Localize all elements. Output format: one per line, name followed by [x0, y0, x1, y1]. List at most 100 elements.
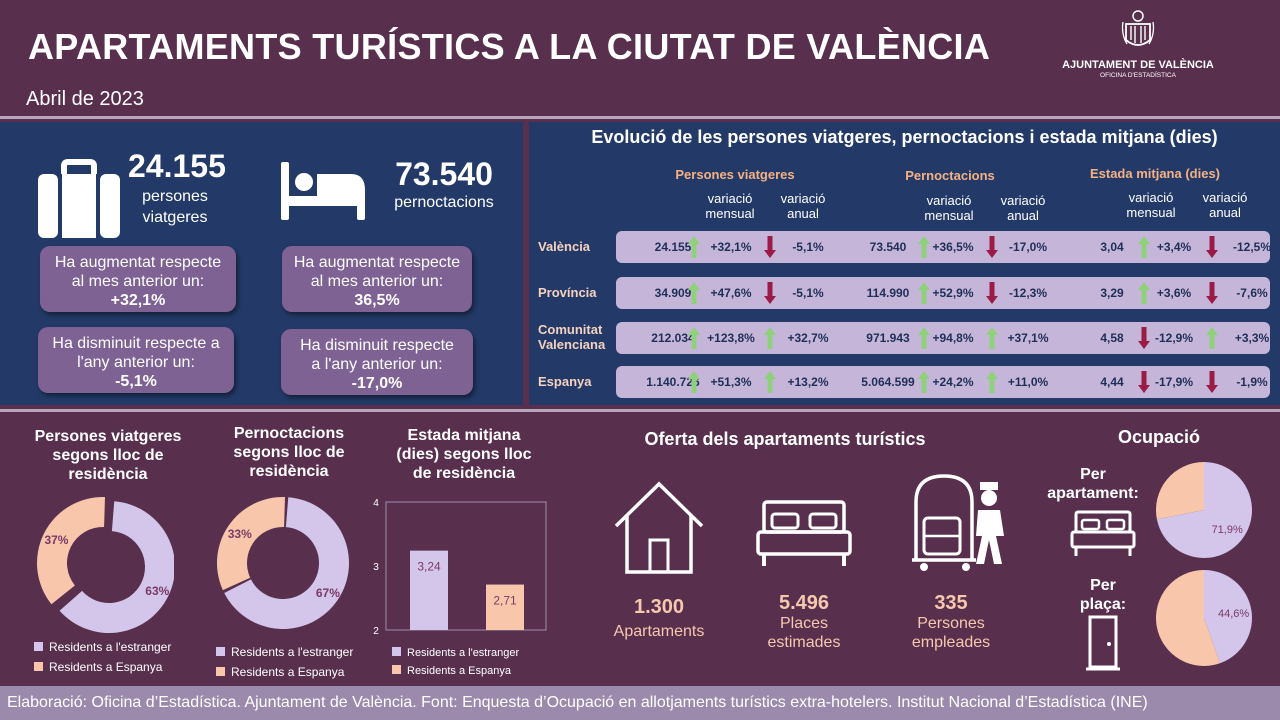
coat-of-arms-icon — [1121, 10, 1155, 46]
up-arrow-icon — [764, 371, 776, 393]
up-arrow-icon — [688, 327, 700, 349]
city-logo: AJUNTAMENT DE VALÈNCIA OFICINA D'ESTADÍS… — [1058, 10, 1218, 79]
apartments-value: 1.300 — [633, 596, 685, 618]
subheader-monthly: variació mensual — [695, 191, 765, 221]
row-label: Província — [538, 285, 597, 300]
pill-line: Ha disminuit respecte — [300, 337, 454, 354]
chart-title-stay: Estada mitjana (dies) segons lloc de res… — [376, 426, 552, 483]
places-label-line: estimades — [767, 634, 841, 651]
chart-title-line: residència — [68, 466, 148, 483]
up-arrow-icon — [918, 282, 930, 304]
subheader-annual: variació anual — [1194, 190, 1256, 220]
value-cell: 3,29 — [1100, 286, 1124, 300]
employees-label-line: Persones — [917, 615, 985, 632]
occupancy-place-pie: 44,6% — [1156, 570, 1252, 666]
bellhop-icon — [912, 474, 1004, 571]
up-arrow-icon — [918, 236, 930, 258]
evolution-panel — [529, 122, 1280, 405]
annual-change-cell: +32,7% — [787, 331, 829, 345]
up-arrow-icon — [1206, 327, 1218, 349]
travellers-annual-pill: Ha disminuit respecte a l'any anterior u… — [38, 327, 234, 393]
divider — [0, 116, 1280, 119]
legend-label: Residents a l'estranger — [49, 640, 172, 654]
legend-label: Residents a l'estranger — [407, 647, 520, 659]
monthly-change-cell: +3,4% — [1156, 240, 1192, 254]
annual-change-cell: +11,0% — [1007, 375, 1049, 389]
monthly-change-cell: +52,9% — [932, 286, 974, 300]
monthly-change-cell: -17,9% — [1154, 375, 1194, 389]
subheader-line: mensual — [924, 208, 974, 223]
monthly-change-cell: +94,8% — [932, 331, 974, 345]
monthly-change-cell: +123,8% — [707, 331, 755, 345]
data-label: 67% — [316, 586, 340, 600]
data-label: 3,24 — [417, 560, 441, 574]
bar — [410, 550, 448, 630]
legend-item-foreign: Residents a l'estranger — [34, 640, 171, 654]
bed-icon — [281, 162, 365, 220]
down-arrow-icon — [1138, 327, 1150, 349]
subheader-monthly: variació mensual — [914, 193, 984, 223]
row-label: Espanya — [538, 374, 591, 389]
employees-label-line: empleades — [911, 634, 991, 651]
travellers-donut-chart: 63% 37% — [36, 497, 174, 633]
legend-item-spain: Residents a Espanya — [216, 665, 344, 679]
down-arrow-icon — [1138, 371, 1150, 393]
chart-title-line: segons lloc de — [52, 447, 164, 464]
annual-change-cell: -7,6% — [1236, 286, 1268, 300]
pill-line: al mes anterior un: — [71, 273, 205, 290]
chart-title-line: (dies) segons lloc — [396, 446, 532, 463]
down-arrow-icon — [1206, 236, 1218, 258]
subheader-line: variació — [926, 193, 972, 208]
pill-line: Ha disminuit respecte a — [52, 335, 220, 352]
pie-slice-occupied — [1156, 462, 1252, 558]
pill-line: Ha augmentat respecte — [293, 254, 461, 271]
nights-label: pernoctacions — [394, 194, 494, 211]
divider — [0, 409, 1280, 412]
pie-slice-rest — [1156, 570, 1220, 666]
value-cell: 3,04 — [1100, 240, 1124, 254]
table-row: 212.034 +123,8% +32,7% 971.943 +94,8% +37,1% 4… — [616, 322, 1270, 354]
value-cell: 4,44 — [1100, 375, 1124, 389]
monthly-change-cell: +24,2% — [932, 375, 974, 389]
value-cell: 73.540 — [869, 240, 907, 254]
pill-value: +32,1% — [110, 292, 166, 309]
subheader-line: mensual — [705, 206, 755, 221]
bar — [486, 584, 524, 630]
y-tick-label: 2 — [373, 626, 379, 637]
down-arrow-icon — [764, 236, 776, 258]
summary-panel: 24.155 persones viatgeres 73.540 pernoct… — [0, 122, 523, 405]
label-line: Per — [1090, 577, 1116, 594]
subheader-line: variació — [780, 191, 826, 206]
value-cell: 34.909 — [654, 286, 692, 300]
legend-swatch — [216, 667, 225, 676]
nights-monthly-pill: Ha augmentat respecte al mes anterior un… — [282, 246, 472, 312]
label-line: apartament: — [1047, 485, 1139, 502]
travellers-label: persones viatgeres — [118, 186, 232, 228]
value-cell: 24.155 — [654, 240, 692, 254]
donut-slice-foreign — [59, 501, 174, 633]
data-label: 37% — [44, 533, 68, 547]
legend-item-spain: Residents a Espanya — [392, 665, 511, 677]
subheader-line: variació — [1000, 193, 1046, 208]
page-subtitle: Abril de 2023 — [26, 88, 144, 110]
up-arrow-icon — [1138, 236, 1150, 258]
travellers-value: 24.155 — [128, 148, 226, 184]
up-arrow-icon — [688, 371, 700, 393]
value-cell: 212.034 — [651, 331, 695, 345]
double-bed-icon — [756, 500, 852, 566]
table-row: 34.909 +47,6% -5,1% 114.990 +52,9% -12,3% 3,29… — [616, 277, 1270, 309]
annual-change-cell: +37,1% — [1007, 331, 1049, 345]
legend-swatch — [392, 665, 401, 674]
employees-value: 335 — [934, 592, 968, 614]
chart-title-travellers: Persones viatgeres segons lloc de residè… — [20, 427, 196, 484]
table-row: 24.155 +32,1% -5,1% 73.540 +36,5% -17,0% 3,04 +… — [616, 231, 1271, 263]
legend-item-spain: Residents a Espanya — [34, 660, 162, 674]
legend-item-foreign: Residents a l'estranger — [392, 647, 519, 659]
row-label-line: Comunitat — [538, 322, 603, 337]
up-arrow-icon — [986, 371, 998, 393]
employees-label: Persones empleades — [892, 614, 1010, 652]
data-label: 2,71 — [493, 594, 517, 608]
annual-change-cell: -12,5% — [1232, 240, 1272, 254]
subheader-line: anual — [1007, 208, 1039, 223]
evolution-title: Evolució de les persones viatgeres, pern… — [591, 127, 1218, 147]
